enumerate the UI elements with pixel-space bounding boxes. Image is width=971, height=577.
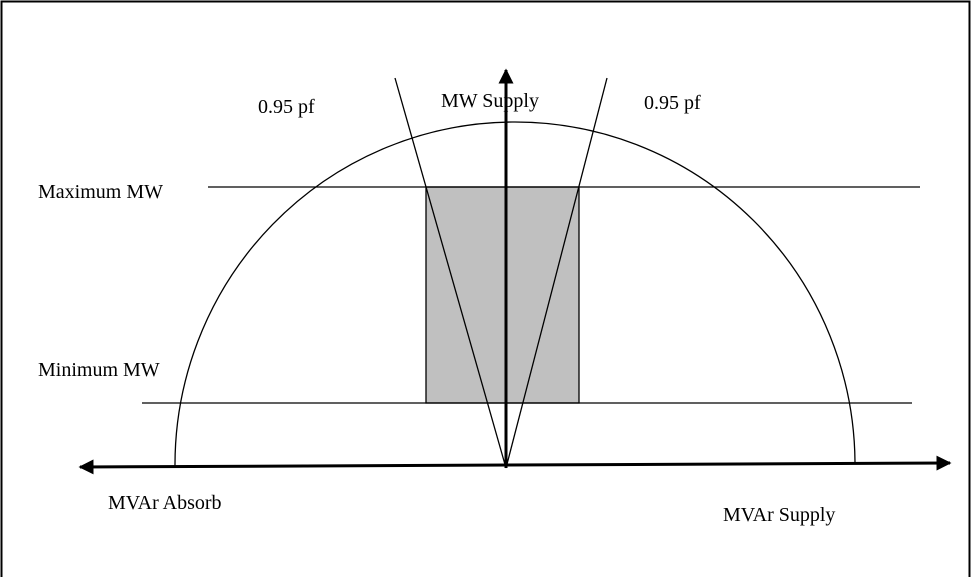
y-axis-label: MW Supply — [441, 90, 539, 112]
x-axis-label: MVAr Supply — [723, 504, 835, 526]
x-axis-label: MVAr Absorb — [108, 492, 222, 514]
operating-region — [425, 186, 580, 404]
max-mw-label: Maximum MW — [38, 181, 163, 203]
pf-line-right — [505, 77, 608, 469]
x-axis — [78, 455, 952, 475]
pf-label: 0.95 pf — [258, 96, 315, 118]
pf-line-left — [394, 77, 507, 469]
capability-arc — [174, 121, 856, 469]
pf-label: 0.95 pf — [644, 92, 701, 114]
min-mw-label: Minimum MW — [38, 359, 160, 381]
